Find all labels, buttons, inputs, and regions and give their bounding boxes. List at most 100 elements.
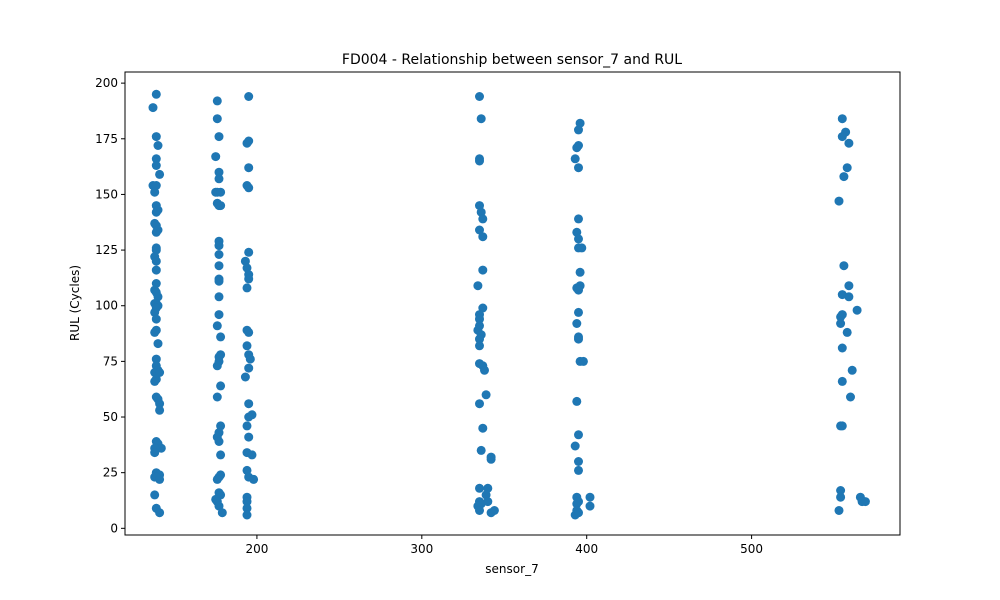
- data-point: [574, 457, 583, 466]
- data-point: [247, 450, 257, 460]
- data-point: [155, 368, 165, 377]
- data-point: [834, 506, 844, 515]
- data-point: [151, 354, 161, 364]
- data-point: [244, 327, 254, 337]
- data-point: [837, 421, 847, 431]
- y-axis: 0 25 50 75 100 125 150 175 200: [95, 76, 125, 535]
- data-point: [574, 465, 583, 475]
- data-point: [214, 261, 224, 271]
- data-point: [585, 492, 595, 502]
- data-point: [244, 363, 254, 373]
- data-point: [216, 201, 226, 211]
- y-tick-label: 175: [95, 132, 118, 146]
- data-point: [244, 183, 254, 193]
- data-point: [836, 312, 846, 322]
- data-point: [473, 281, 483, 291]
- data-point: [244, 399, 254, 409]
- data-point: [574, 430, 583, 440]
- data-point: [846, 392, 855, 402]
- data-point: [574, 125, 583, 135]
- data-point: [860, 497, 870, 507]
- data-point: [847, 365, 857, 375]
- data-point: [245, 354, 255, 364]
- data-point: [839, 261, 849, 271]
- data-point: [574, 334, 583, 344]
- data-point: [155, 474, 165, 484]
- data-point: [212, 392, 222, 402]
- data-point: [212, 474, 222, 484]
- data-point: [839, 172, 849, 182]
- data-point: [214, 292, 224, 302]
- y-tick-label: 200: [95, 76, 118, 90]
- x-tick-label: 200: [245, 542, 268, 556]
- data-point: [842, 163, 852, 173]
- data-point: [572, 396, 582, 406]
- data-point: [151, 227, 161, 237]
- data-point: [475, 225, 484, 235]
- y-tick-label: 75: [103, 354, 118, 368]
- y-tick-label: 50: [103, 410, 118, 424]
- data-point: [572, 143, 582, 153]
- data-point: [481, 390, 491, 400]
- data-point: [475, 399, 484, 409]
- data-point: [837, 132, 847, 142]
- data-point: [836, 486, 846, 495]
- data-point: [244, 92, 254, 101]
- x-axis: 200 300 400 500: [245, 535, 763, 556]
- chart-title: FD004 - Relationship between sensor_7 an…: [342, 52, 682, 68]
- data-point: [577, 243, 587, 253]
- data-point: [151, 265, 161, 275]
- data-point: [574, 307, 583, 317]
- data-point: [244, 432, 254, 442]
- data-point: [476, 114, 486, 124]
- data-point: [574, 508, 583, 518]
- data-point: [153, 339, 163, 349]
- data-point: [242, 503, 252, 513]
- data-point: [478, 423, 488, 433]
- data-point: [150, 490, 160, 500]
- data-point: [480, 365, 489, 375]
- data-point: [214, 250, 224, 259]
- data-point: [475, 314, 484, 324]
- data-point: [242, 138, 252, 148]
- data-point: [151, 256, 161, 266]
- data-point: [844, 281, 854, 291]
- data-point: [153, 205, 163, 215]
- data-point: [572, 319, 582, 328]
- data-point: [475, 341, 484, 351]
- data-point: [244, 274, 254, 284]
- data-point: [150, 187, 160, 197]
- data-point: [244, 163, 254, 173]
- data-point: [574, 285, 583, 295]
- data-point: [844, 292, 854, 302]
- data-point: [148, 103, 158, 113]
- data-point: [212, 96, 222, 106]
- data-point: [240, 372, 250, 382]
- data-point: [478, 232, 488, 242]
- data-point: [483, 497, 493, 507]
- y-tick-label: 25: [103, 466, 118, 480]
- x-axis-label: sensor_7: [485, 562, 538, 576]
- data-points: [148, 89, 870, 520]
- data-point: [475, 334, 484, 344]
- data-point: [214, 310, 224, 320]
- data-point: [574, 214, 583, 224]
- data-point: [244, 247, 254, 257]
- data-point: [216, 332, 226, 342]
- data-point: [486, 454, 496, 464]
- data-point: [249, 474, 259, 484]
- data-point: [214, 174, 224, 184]
- data-point: [150, 376, 160, 386]
- data-point: [570, 441, 580, 451]
- data-point: [242, 283, 252, 293]
- data-point: [244, 412, 254, 422]
- data-point: [214, 132, 224, 142]
- data-point: [151, 132, 161, 142]
- data-point: [852, 305, 862, 315]
- data-point: [155, 399, 165, 409]
- data-point: [153, 141, 163, 150]
- data-point: [585, 501, 595, 511]
- data-point: [837, 376, 847, 386]
- data-point: [212, 361, 222, 371]
